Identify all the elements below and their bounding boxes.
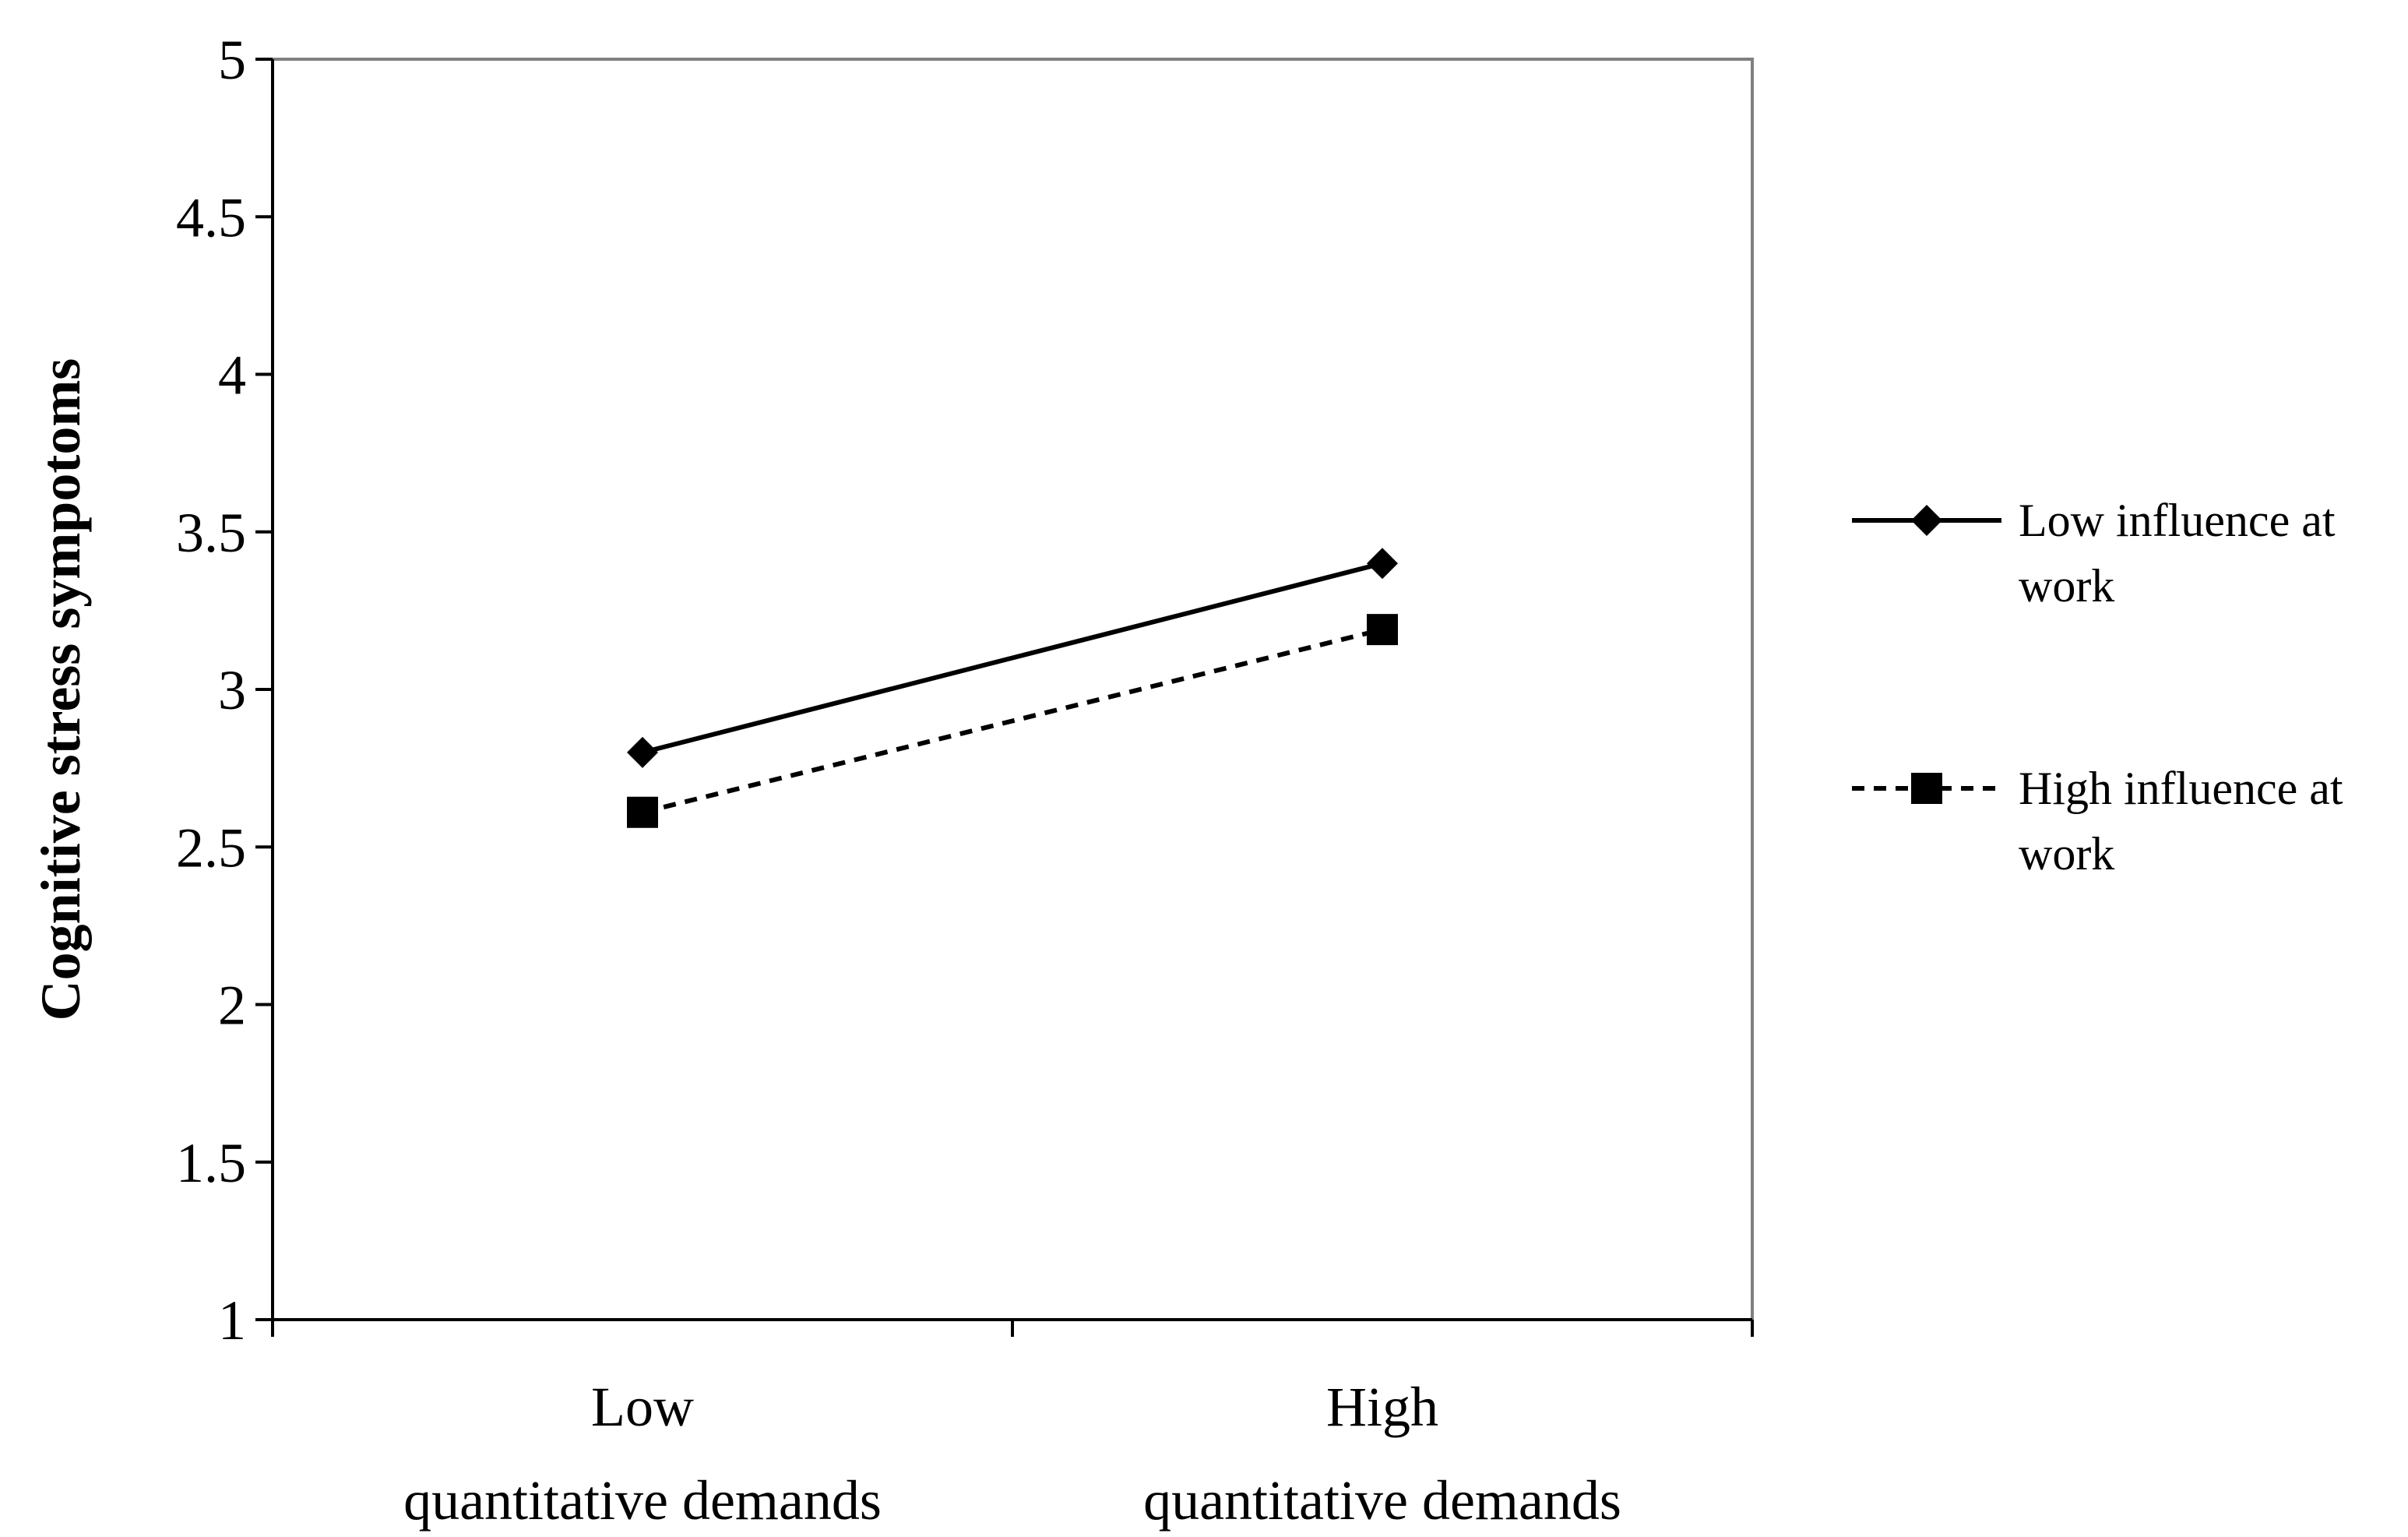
series-layer xyxy=(627,548,1398,828)
y-tick-label: 4 xyxy=(218,344,246,407)
diamond-marker xyxy=(627,736,658,768)
y-tick-label: 3 xyxy=(218,659,246,721)
y-tick-label: 2.5 xyxy=(176,816,246,879)
series-line xyxy=(642,627,1383,815)
plot-area xyxy=(271,58,1754,1321)
y-tick-label: 3.5 xyxy=(176,502,246,564)
axes: 1 1.5 2 2.5 3 3.5 4 4.5 5 Low quantitative demands… xyxy=(176,29,1754,1532)
x-tick-label: quantitative demands xyxy=(403,1469,882,1532)
legend-item-2: High influence at work xyxy=(1852,763,2343,880)
legend-label: work xyxy=(2019,828,2114,880)
legend: Low influence at work High influence at wor… xyxy=(1852,495,2343,880)
legend-label: High influence at xyxy=(2019,763,2343,814)
y-tick-label: 1.5 xyxy=(176,1132,246,1194)
series-2 xyxy=(627,614,1398,828)
legend-label: work xyxy=(2019,560,2114,612)
square-marker xyxy=(627,796,658,828)
series-line xyxy=(642,561,1383,755)
y-tick-label: 2 xyxy=(218,975,246,1037)
x-tick-label: Low xyxy=(591,1376,694,1438)
y-tick-label: 1 xyxy=(218,1289,246,1352)
y-tick-label: 4.5 xyxy=(176,186,246,249)
legend-label: Low influence at xyxy=(2019,495,2336,546)
legend-item-1: Low influence at work xyxy=(1852,495,2336,612)
square-marker xyxy=(1911,773,1942,804)
diamond-marker xyxy=(1367,548,1398,580)
diamond-marker xyxy=(1911,505,1942,536)
x-tick-label: quantitative demands xyxy=(1143,1469,1621,1532)
y-axis-title: Cognitive stress sympotoms xyxy=(30,358,92,1021)
y-tick-label: 5 xyxy=(218,29,246,91)
x-tick-label: High xyxy=(1326,1376,1438,1438)
square-marker xyxy=(1367,614,1398,646)
series-1 xyxy=(627,548,1398,768)
